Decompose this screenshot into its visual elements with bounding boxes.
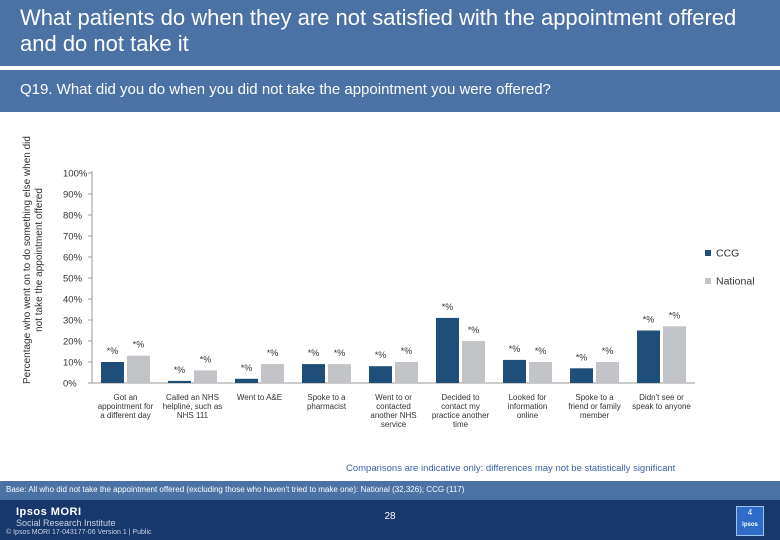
- badge-word: Ipsos: [742, 522, 758, 528]
- bar-national-0: [127, 355, 150, 383]
- data-label-ccg-7: *%: [576, 352, 588, 362]
- data-label-ccg-3: *%: [308, 348, 320, 358]
- y-tick-label: 50%: [63, 274, 83, 285]
- data-label-ccg-5: *%: [442, 302, 454, 312]
- bar-ccg-8: [637, 330, 660, 383]
- bar-national-7: [596, 362, 619, 383]
- category-label: speak to anyone: [632, 402, 691, 411]
- bar-ccg-1: [168, 380, 191, 383]
- category-label: time: [453, 420, 469, 429]
- bar-national-2: [261, 364, 284, 383]
- category-label: member: [580, 411, 610, 420]
- category-label: Looked for: [509, 393, 547, 402]
- category-label: helpline, such as: [163, 402, 223, 411]
- bar-ccg-2: [235, 378, 258, 383]
- category-label: practice another: [432, 411, 490, 420]
- data-label-national-5: *%: [468, 325, 480, 335]
- data-label-national-7: *%: [602, 346, 614, 356]
- data-label-ccg-2: *%: [241, 363, 253, 373]
- y-tick-label: 20%: [63, 337, 83, 348]
- data-label-ccg-4: *%: [375, 350, 387, 360]
- title-bar: What patients do when they are not satis…: [0, 0, 780, 66]
- data-label-national-1: *%: [200, 354, 212, 364]
- copyright-text: © Ipsos MORI 17-043177-06 Version 1 | Pu…: [6, 529, 152, 536]
- y-tick-label: 80%: [63, 211, 83, 222]
- base-bar: Base: All who did not take the appointme…: [0, 481, 780, 500]
- y-tick-label: 100%: [63, 169, 88, 180]
- ipsos-badge-icon: 4 Ipsos: [736, 506, 764, 536]
- category-label: friend or family: [568, 402, 620, 411]
- category-label: online: [517, 411, 539, 420]
- category-label: NHS 111: [177, 411, 209, 420]
- bar-ccg-4: [369, 366, 392, 383]
- bar-ccg-6: [503, 359, 526, 383]
- bar-ccg-3: [302, 364, 325, 383]
- comparison-note: Comparisons are indicative only: differe…: [346, 463, 676, 474]
- y-tick-label: 90%: [63, 190, 83, 201]
- y-tick-label: 40%: [63, 295, 83, 306]
- logo-sub-text: Social Research Institute: [16, 518, 116, 528]
- data-label-national-3: *%: [334, 348, 346, 358]
- data-label-ccg-6: *%: [509, 344, 521, 354]
- y-tick-label: 60%: [63, 253, 83, 264]
- bar-national-5: [462, 341, 485, 383]
- legend-label-national: National: [716, 276, 755, 288]
- y-tick-label: 10%: [63, 358, 83, 369]
- question-text: Q19. What did you do when you did not ta…: [20, 81, 551, 98]
- bar-national-1: [194, 370, 217, 383]
- bar-national-4: [395, 362, 418, 383]
- category-label: Called an NHS: [166, 393, 219, 402]
- category-label: contact my: [441, 402, 480, 411]
- data-label-ccg-8: *%: [643, 315, 655, 325]
- badge-number: 4: [747, 508, 753, 517]
- page-title: What patients do when they are not satis…: [20, 5, 737, 56]
- base-text: Base: All who did not take the appointme…: [6, 485, 465, 494]
- category-label: Spoke to a: [575, 393, 614, 402]
- logo-main-text: Ipsos MORI: [16, 506, 82, 518]
- category-label: a different day: [100, 411, 151, 420]
- category-label: contacted: [376, 402, 411, 411]
- page-number: 28: [384, 511, 396, 522]
- bar-national-3: [328, 364, 351, 383]
- legend-swatch-ccg: [705, 250, 711, 256]
- category-label: pharmacist: [307, 402, 347, 411]
- data-label-national-4: *%: [401, 346, 413, 356]
- data-label-national-8: *%: [669, 310, 681, 320]
- y-tick-label: 0%: [63, 379, 77, 390]
- data-label-national-0: *%: [133, 340, 145, 350]
- category-label: Decided to: [441, 393, 480, 402]
- category-label: appointment for: [98, 402, 154, 411]
- bar-ccg-5: [436, 317, 459, 383]
- data-label-national-2: *%: [267, 348, 279, 358]
- question-bar: Q19. What did you do when you did not ta…: [0, 70, 780, 112]
- bar-ccg-7: [570, 368, 593, 383]
- category-label: Didn't see or: [639, 393, 684, 402]
- data-label-ccg-1: *%: [174, 365, 186, 375]
- bar-ccg-0: [101, 362, 124, 383]
- footer: Ipsos MORI Social Research Institute © I…: [0, 500, 780, 540]
- bar-national-6: [529, 362, 552, 383]
- legend-label-ccg: CCG: [716, 248, 739, 260]
- bar-national-8: [663, 326, 686, 383]
- y-tick-label: 30%: [63, 316, 83, 327]
- category-label: Went to A&E: [237, 393, 282, 402]
- category-label: Got an: [113, 393, 137, 402]
- ipsos-mori-logo: Ipsos MORI Social Research Institute: [16, 506, 116, 528]
- category-label: information: [508, 402, 548, 411]
- data-label-ccg-0: *%: [107, 346, 119, 356]
- category-label: another NHS: [370, 411, 416, 420]
- y-tick-label: 70%: [63, 232, 83, 243]
- category-label: Went to or: [375, 393, 412, 402]
- legend-swatch-national: [705, 278, 711, 284]
- category-label: service: [381, 420, 407, 429]
- bar-chart: 0% 10% 20% 30% 40% 50% 60% 70% 80% 90% 100% *% *% Got…: [63, 169, 755, 430]
- data-label-national-6: *%: [535, 346, 547, 356]
- category-label: Spoke to a: [307, 393, 346, 402]
